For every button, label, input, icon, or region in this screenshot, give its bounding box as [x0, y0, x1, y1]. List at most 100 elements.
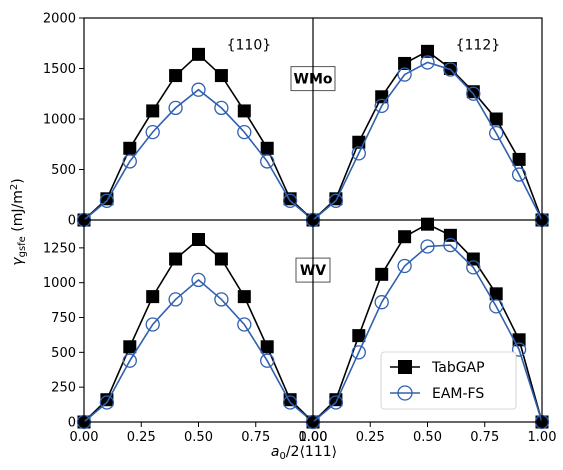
data-point-circle [145, 317, 160, 332]
data-point-square [123, 340, 137, 354]
data-point-circle [351, 146, 366, 161]
data-point-circle [214, 100, 229, 116]
x-tick-label: 0.00 [70, 430, 99, 445]
y-tick-label: 0 [68, 214, 76, 229]
x-tick-label: 0.25 [127, 430, 156, 445]
facet-label: {112} [456, 37, 501, 53]
x-tick-label: 0.00 [299, 430, 328, 445]
y-axis-label-main: γ [10, 257, 26, 266]
x-tick-label: 1.00 [528, 430, 557, 445]
panel-top-right: {112} [305, 37, 550, 228]
data-point-square [260, 340, 274, 354]
legend: TabGAP EAM-FS [380, 351, 517, 410]
y-tick-label: 500 [51, 163, 76, 178]
data-point-circle [99, 395, 115, 410]
data-point-square [329, 393, 343, 407]
data-point-circle [328, 193, 344, 208]
data-point-circle [511, 167, 527, 182]
data-point-circle [351, 345, 366, 360]
series-line [312, 61, 543, 221]
data-point-square [489, 112, 503, 126]
facet-label: {110} [227, 37, 272, 53]
data-point-square [146, 104, 160, 118]
x-tick-label: 0.75 [470, 430, 499, 445]
data-point-circle [168, 292, 183, 307]
data-point-circle [443, 62, 458, 77]
x-tick-label: 1.00 [299, 430, 328, 445]
data-point-square [398, 56, 412, 70]
data-point-square [192, 47, 205, 61]
x-axis-label-rest: /2⟨111⟩ [286, 444, 337, 460]
data-point-square [398, 230, 412, 244]
data-point-square [443, 62, 457, 75]
data-point-square [443, 228, 457, 242]
data-point-circle [489, 125, 504, 141]
data-point-circle [282, 395, 298, 410]
data-point-circle [237, 317, 252, 332]
data-point-square [260, 141, 274, 155]
data-point-circle [237, 124, 252, 140]
data-point-circle [122, 353, 137, 368]
y-tick-label: 500 [51, 346, 76, 361]
data-point-circle [397, 67, 412, 82]
y-axis-label-end: ) [10, 178, 26, 183]
series-line [83, 238, 314, 423]
x-tick-label: 0.25 [356, 430, 385, 445]
x-tick-label: 0.75 [241, 430, 270, 445]
series-line [83, 88, 314, 221]
data-point-circle [466, 260, 481, 275]
data-point-circle [374, 98, 389, 114]
series-eam-fs [76, 272, 321, 430]
y-tick-label: 1000 [43, 276, 76, 291]
legend-label-eamfs: EAM-FS [432, 386, 484, 402]
y-tick-label: 250 [51, 381, 76, 396]
data-point-square [375, 267, 389, 281]
data-point-square [146, 290, 160, 304]
data-point-square [192, 233, 205, 247]
data-point-circle [191, 82, 206, 97]
x-axis-label-main: a [271, 444, 280, 460]
y-tick-label: 750 [51, 311, 76, 326]
data-point-circle [511, 342, 527, 357]
series-eam-fs [305, 55, 550, 228]
series-line [312, 244, 543, 423]
series-tabgap [77, 233, 320, 429]
legend-label-tabgap: TabGAP [431, 360, 485, 376]
panels-group: 0500100015002000{110}WMo{112}02505007501… [43, 12, 557, 446]
y-tick-label: 0 [68, 416, 76, 431]
data-point-circle [466, 86, 481, 101]
y-tick-label: 1500 [43, 62, 76, 77]
data-point-square [512, 152, 526, 166]
data-point-circle [420, 55, 435, 70]
data-point-circle [260, 154, 275, 169]
data-point-circle [443, 237, 458, 253]
series-line [312, 50, 543, 221]
data-point-circle [99, 193, 115, 208]
data-point-circle [260, 353, 275, 368]
data-point-square [169, 69, 183, 83]
data-point-square [123, 141, 137, 155]
data-point-square [237, 104, 251, 118]
x-tick-label: 0.50 [413, 430, 442, 445]
y-tick-label: 1250 [43, 241, 76, 256]
y-axis-label-rest: (mJ/m [10, 190, 26, 236]
data-point-circle [282, 193, 298, 208]
series-eam-fs [76, 82, 321, 228]
data-point-circle [122, 154, 137, 169]
y-axis-label-sub: gsfe [17, 236, 28, 257]
y-axis-label-sup: 2 [9, 184, 20, 190]
data-point-square [237, 290, 251, 304]
series-line [83, 278, 314, 423]
data-point-circle [328, 395, 344, 410]
data-point-square [214, 69, 228, 83]
data-point-circle [374, 295, 389, 310]
data-point-circle [489, 299, 504, 314]
data-point-square [352, 329, 366, 343]
plot-frame [83, 17, 543, 423]
x-axis-label: a0/2⟨111⟩ [271, 444, 337, 462]
data-point-square [169, 252, 183, 266]
data-point-circle [145, 124, 160, 140]
